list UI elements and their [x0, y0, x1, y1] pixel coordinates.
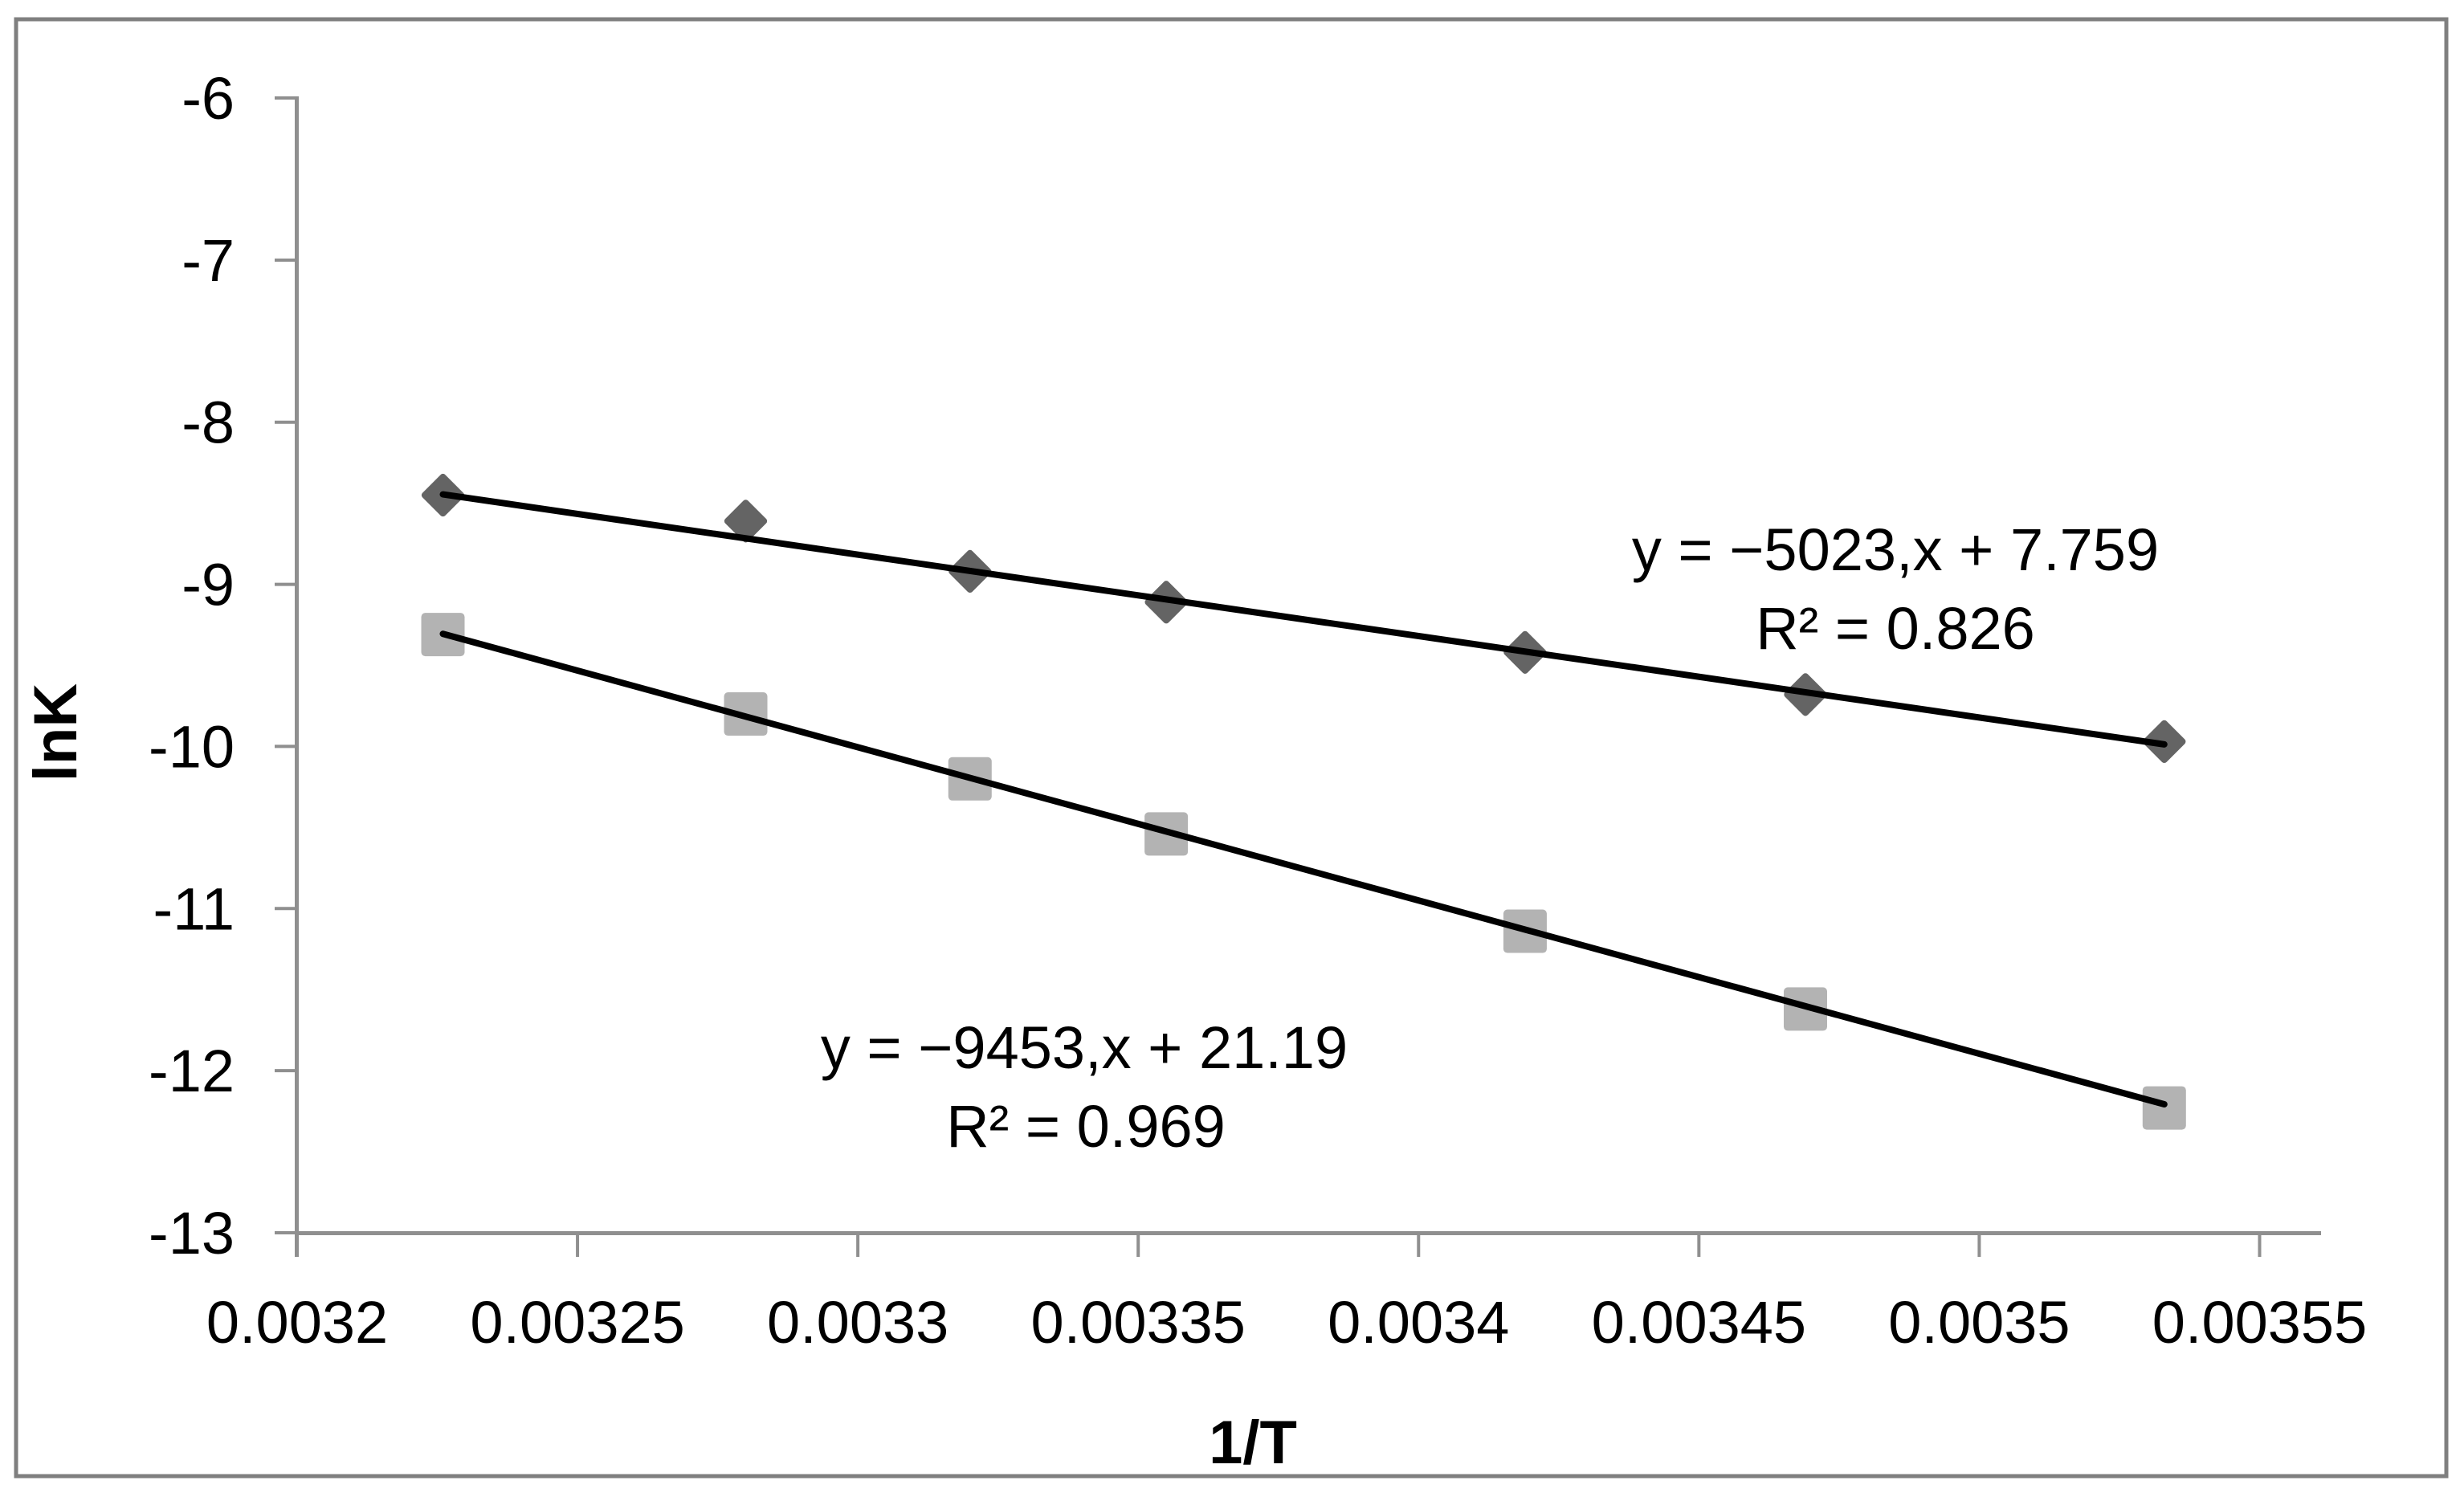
- y-tick-label: -12: [149, 1038, 235, 1104]
- y-tick-label: -11: [153, 875, 235, 942]
- square-series-trendline: [439, 630, 2168, 1108]
- square-marker: [2142, 1086, 2186, 1130]
- x-tick-label: 0.0034: [1328, 1289, 1509, 1356]
- diamond-series-trendline: [439, 491, 2168, 748]
- x-tick-label: 0.00355: [2152, 1289, 2368, 1356]
- y-axis-title: lnK: [22, 683, 90, 782]
- x-tick-label: 0.0035: [1888, 1289, 2070, 1356]
- trendlines: [439, 491, 2168, 1108]
- axis-ticks: [275, 96, 2262, 1257]
- y-tick-label: -10: [149, 713, 235, 780]
- y-tick-label: -7: [182, 227, 235, 294]
- diamond-marker: [724, 500, 768, 543]
- square-trendline-equation: y = −9453,x + 21.19: [821, 1014, 1348, 1081]
- x-tick-label: 0.00345: [1592, 1289, 1807, 1356]
- x-tick-label: 0.0032: [206, 1289, 388, 1356]
- x-tick-label: 0.0033: [767, 1289, 948, 1356]
- x-tick-label: 0.00325: [470, 1289, 685, 1356]
- axis-tick-labels: -6 -7 -8 -9 -10 -11 -12 -13 0.0032 0.00325 0.0033 0…: [149, 65, 2367, 1356]
- diamond-trendline-r2: R² = 0.826: [1756, 595, 2035, 662]
- chart-border: [14, 17, 2449, 1479]
- y-tick-label: -13: [149, 1200, 235, 1267]
- diamond-trendline-equation: y = −5023,x + 7.759: [1632, 516, 2159, 583]
- data-point-markers: [421, 473, 2186, 1130]
- square-trendline-r2: R² = 0.969: [946, 1093, 1226, 1160]
- x-tick-label: 0.00335: [1030, 1289, 1246, 1356]
- x-axis-title: 1/T: [1209, 1409, 1297, 1477]
- y-tick-label: -6: [182, 65, 235, 132]
- y-tick-label: -9: [182, 552, 235, 618]
- y-tick-label: -8: [182, 390, 235, 456]
